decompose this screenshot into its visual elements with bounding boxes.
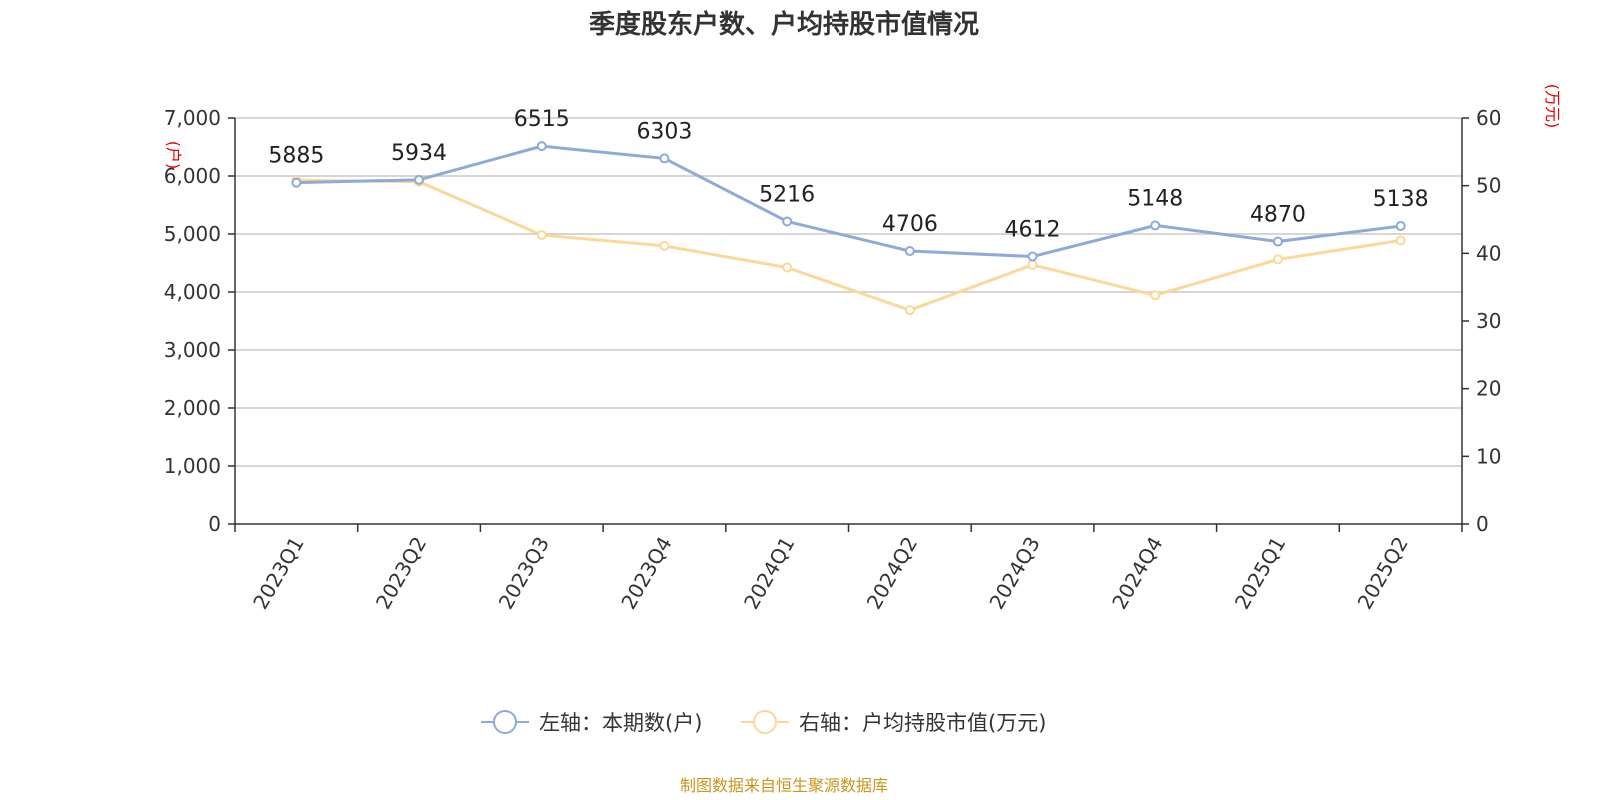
series-line-right <box>296 178 1401 312</box>
x-axis: 2023Q1 2023Q2 2023Q3 2023Q4 2024Q1 2024Q2 2024… <box>234 523 1463 614</box>
data-label: 5138 <box>1373 187 1429 212</box>
series-point-left <box>1150 220 1161 231</box>
series-point-left <box>291 177 302 188</box>
data-label: 5934 <box>391 141 447 166</box>
legend-label: 右轴：户均持股市值(万元) <box>799 711 1046 735</box>
right-tick-label: 50 <box>1476 174 1501 198</box>
series-point-right <box>782 262 793 273</box>
series-line-left <box>296 144 1401 259</box>
right-tick-label: 20 <box>1476 377 1501 401</box>
series-point-left <box>904 246 915 257</box>
right-tick-label: 60 <box>1476 106 1501 130</box>
left-tick-label: 2,000 <box>164 396 221 420</box>
x-tick-label: 2024Q4 <box>1107 533 1167 614</box>
left-tick-label: 4,000 <box>164 280 221 304</box>
x-tick-label: 2023Q2 <box>371 533 431 614</box>
data-label: 5216 <box>759 182 815 207</box>
series-layer <box>291 141 1406 316</box>
x-tick-label: 2024Q2 <box>862 533 922 614</box>
left-tick-label: 6,000 <box>164 164 221 188</box>
x-tick-label: 2023Q3 <box>494 533 554 614</box>
left-tick-label: 1,000 <box>164 454 221 478</box>
x-tick-label: 2023Q4 <box>616 533 676 614</box>
legend: 左轴：本期数(户) 右轴：户均持股市值(万元) <box>481 710 1046 735</box>
chart-title: 季度股东户数、户均持股市值情况 <box>589 9 979 40</box>
data-labels: 5885 5934 6515 6303 5216 4706 4612 5148 4870 5138 <box>268 107 1428 242</box>
series-point-left <box>659 153 670 164</box>
left-tick-label: 5,000 <box>164 222 221 246</box>
left-axis-unit: (户) <box>164 141 183 170</box>
left-tick-label: 0 <box>208 512 221 536</box>
series-point-right <box>1395 235 1406 246</box>
data-label: 5148 <box>1127 186 1183 211</box>
series-point-left <box>1027 251 1038 262</box>
legend-marker-circle <box>493 710 517 734</box>
series-point-left <box>414 174 425 185</box>
left-tick-label: 3,000 <box>164 338 221 362</box>
series-point-right <box>904 305 915 316</box>
data-label: 4870 <box>1250 203 1306 228</box>
series-point-right <box>1027 259 1038 270</box>
series-point-left <box>536 141 547 152</box>
grid-lines <box>235 117 1462 467</box>
series-point-right <box>1272 254 1283 265</box>
series-point-right <box>1150 290 1161 301</box>
x-tick-label: 2024Q1 <box>739 533 799 614</box>
data-label: 4612 <box>1005 218 1061 243</box>
right-tick-label: 40 <box>1476 241 1501 265</box>
series-point-right <box>659 240 670 251</box>
series-point-left <box>1395 220 1406 231</box>
data-label: 4706 <box>882 212 938 237</box>
legend-marker-circle <box>753 710 777 734</box>
right-tick-label: 30 <box>1476 309 1501 333</box>
legend-label: 左轴：本期数(户) <box>539 711 702 735</box>
series-point-left <box>1272 236 1283 247</box>
source-note: 制图数据来自恒生聚源数据库 <box>680 776 888 795</box>
series-point-right <box>536 230 547 241</box>
data-label: 6303 <box>636 119 692 144</box>
right-tick-label: 0 <box>1476 512 1489 536</box>
x-tick-label: 2023Q1 <box>248 533 308 614</box>
left-tick-label: 7,000 <box>164 106 221 130</box>
left-axis: 0 1,000 2,000 3,000 4,000 5,000 6,000 7,000 <box>164 106 236 536</box>
right-axis-unit: (万元) <box>1543 84 1562 129</box>
x-tick-label: 2025Q2 <box>1353 533 1413 614</box>
series-point-left <box>782 216 793 227</box>
data-label: 6515 <box>514 107 570 132</box>
data-label: 5885 <box>268 144 324 169</box>
right-tick-label: 10 <box>1476 444 1501 468</box>
x-tick-label: 2025Q1 <box>1230 533 1290 614</box>
x-tick-label: 2024Q3 <box>984 533 1044 614</box>
right-axis: 0 10 20 30 40 50 60 <box>1461 106 1501 536</box>
